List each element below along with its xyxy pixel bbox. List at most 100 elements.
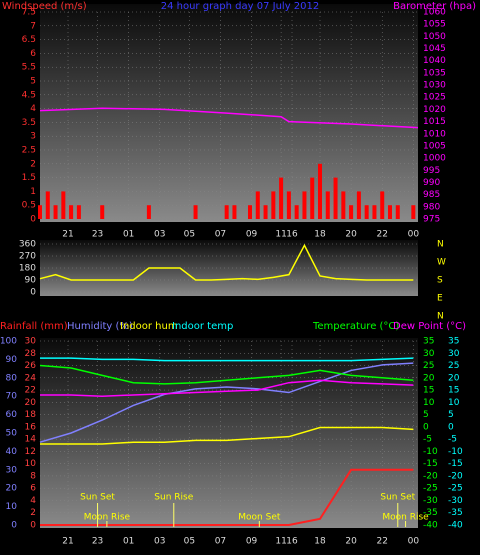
x-tick-label: 20 — [345, 537, 357, 547]
y-tick-label: 7.5 — [22, 8, 36, 18]
y-tick-label: -5 — [423, 435, 432, 445]
y-tick-label: 12 — [25, 447, 36, 457]
y-tick-label: 20 — [25, 398, 37, 408]
y-tick-label: 1015 — [423, 117, 446, 127]
series-line — [40, 357, 414, 362]
event-label: Sun Set — [380, 493, 415, 503]
x-tick-label: 03 — [154, 537, 165, 547]
y-tick-label: 6.5 — [22, 35, 36, 45]
y-tick-label: 100 — [0, 337, 17, 347]
y-tick-label: 4 — [30, 104, 36, 114]
event-label: Moon Rise — [84, 513, 131, 523]
y-tick-label: -25 — [423, 484, 438, 494]
y-tick-label: 1055 — [423, 20, 446, 30]
bar — [53, 205, 58, 219]
compass-label: E — [437, 294, 443, 304]
x-tick-label: 03 — [154, 230, 165, 240]
bar — [248, 205, 252, 219]
bar — [294, 205, 299, 219]
y-tick-label: 25 — [448, 361, 459, 371]
y-tick-label: 28 — [25, 349, 37, 359]
y-tick-label: 30 — [448, 349, 460, 359]
y-tick-label: 4 — [30, 496, 36, 506]
bar — [395, 205, 400, 219]
bar — [318, 163, 322, 219]
legend-entry: Rainfall (mm) — [0, 321, 68, 332]
bar — [325, 191, 330, 219]
y-tick-label: 0 — [30, 215, 36, 225]
y-tick-label: 35 — [448, 337, 459, 347]
y-tick-label: 1025 — [423, 93, 446, 103]
y-tick-label: 1030 — [423, 81, 446, 91]
compass-label: N — [437, 240, 444, 250]
y-tick-label: -10 — [423, 447, 438, 457]
y-tick-label: 2 — [30, 159, 36, 169]
series-line — [40, 426, 414, 445]
y-tick-label: 1020 — [423, 105, 446, 115]
series-line — [40, 468, 414, 526]
y-tick-label: 26 — [25, 361, 37, 371]
y-tick-label: 1035 — [423, 68, 446, 78]
bar — [232, 205, 237, 219]
legend-entry: Dew Point (°C) — [393, 321, 466, 332]
y-tick-label: 90 — [6, 355, 18, 365]
compass-label: N — [437, 312, 444, 322]
x-tick-label: 09 — [246, 537, 258, 547]
y-tick-label: 360 — [19, 240, 36, 250]
y2-axis-label: Barometer (hpa) — [393, 1, 476, 12]
y-tick-label: -15 — [423, 459, 438, 469]
bar — [364, 205, 369, 219]
x-tick-label: 22 — [376, 230, 387, 240]
y-tick-label: 20 — [423, 373, 435, 383]
y-tick-label: 1000 — [423, 154, 446, 164]
event-label: Moon Rise — [382, 513, 429, 523]
x-tick-label: 16 — [286, 230, 298, 240]
y-tick-label: 25 — [423, 361, 434, 371]
series-line — [39, 364, 414, 385]
y-tick-label: 90 — [25, 276, 37, 286]
y-tick-label: 15 — [423, 386, 434, 396]
x-tick-label: 23 — [92, 537, 103, 547]
bar — [76, 205, 81, 219]
y-tick-label: 3 — [30, 132, 36, 142]
compass-label: W — [437, 258, 446, 268]
bar — [255, 191, 260, 219]
y-tick-label: 80 — [6, 373, 18, 383]
x-tick-label: 16 — [286, 537, 298, 547]
y-tick-label: 5.5 — [22, 63, 36, 73]
bar — [411, 205, 416, 219]
x-tick-label: 11 — [275, 537, 286, 547]
y-tick-label: 10 — [6, 502, 18, 512]
y-tick-label: 15 — [448, 386, 459, 396]
y-tick-label: 8 — [30, 471, 36, 481]
x-tick-label: 00 — [408, 537, 420, 547]
y-tick-label: -40 — [448, 521, 463, 531]
x-tick-label: 01 — [123, 537, 134, 547]
legend-entry: Indoor hum — [120, 321, 178, 332]
bar — [372, 205, 377, 219]
bar — [45, 191, 50, 219]
x-tick-label: 22 — [376, 537, 387, 547]
bar — [349, 205, 354, 219]
series-line — [40, 379, 414, 397]
y-tick-label: 30 — [423, 349, 435, 359]
y-tick-label: 980 — [423, 202, 440, 212]
y-tick-label: 1 — [30, 187, 36, 197]
bar — [263, 205, 268, 219]
y-tick-label: -30 — [448, 496, 463, 506]
y-tick-label: 70 — [6, 392, 18, 402]
y-tick-label: 180 — [19, 264, 36, 274]
y-tick-label: 16 — [25, 422, 37, 432]
legend-entry: Humidity (%) — [67, 321, 133, 332]
bar — [146, 205, 151, 219]
y-tick-label: -35 — [448, 508, 463, 518]
y-tick-label: 18 — [25, 410, 37, 420]
y-tick-label: 1.5 — [22, 173, 36, 183]
bar — [380, 191, 385, 219]
bar — [271, 191, 276, 219]
bar — [302, 191, 307, 219]
y-tick-label: 990 — [423, 178, 440, 188]
x-tick-label: 21 — [62, 537, 73, 547]
y-tick-label: 0 — [30, 288, 36, 298]
